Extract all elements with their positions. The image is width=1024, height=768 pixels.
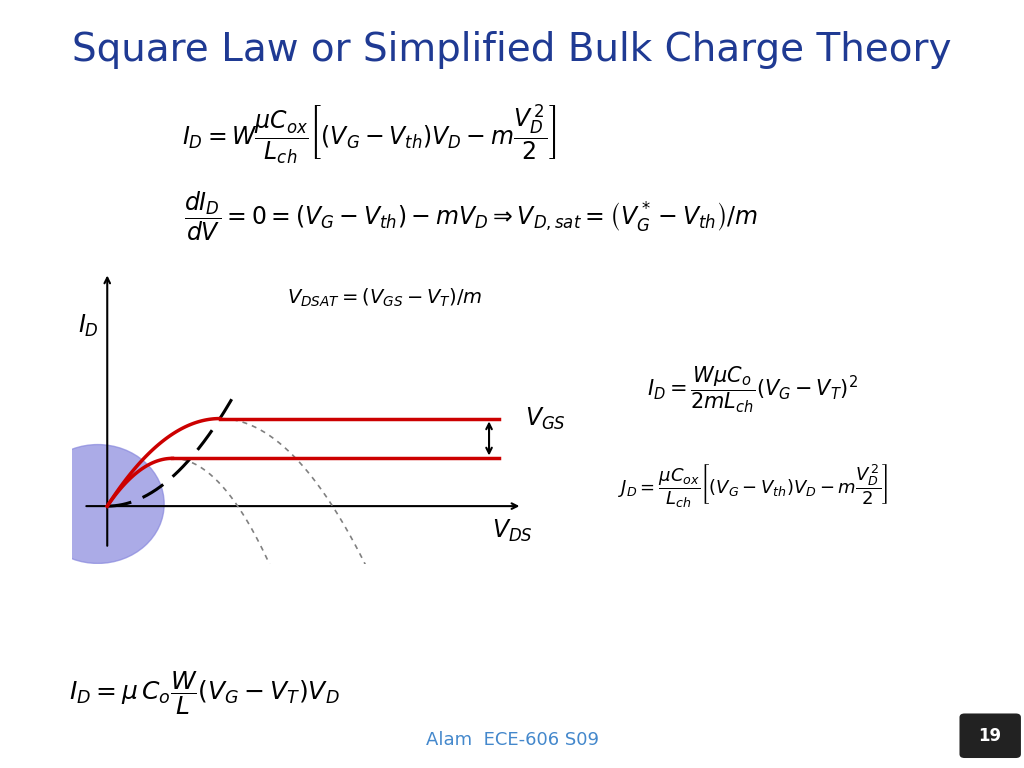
- Text: Alam  ECE-606 S09: Alam ECE-606 S09: [426, 731, 598, 750]
- Text: $\dfrac{dI_D}{dV} = 0 = (V_G - V_{th}) - mV_D \Rightarrow V_{D,sat} = \left(V_G^: $\dfrac{dI_D}{dV} = 0 = (V_G - V_{th}) -…: [184, 190, 758, 243]
- Circle shape: [32, 445, 164, 564]
- FancyBboxPatch shape: [959, 713, 1021, 758]
- Text: $V_{DSAT} = (V_{GS} - V_T)/ m$: $V_{DSAT} = (V_{GS} - V_T)/ m$: [287, 286, 482, 310]
- Text: $I_D$: $I_D$: [78, 313, 98, 339]
- Text: $I_D = W\dfrac{\mu C_{ox}}{L_{ch}}\left[(V_G - V_{th})V_D - m\dfrac{V_D^{\,2}}{2: $I_D = W\dfrac{\mu C_{ox}}{L_{ch}}\left[…: [181, 102, 556, 167]
- Text: $I_D = \dfrac{W\mu C_o}{2mL_{ch}}(V_G - V_T)^2$: $I_D = \dfrac{W\mu C_o}{2mL_{ch}}(V_G - …: [647, 365, 858, 415]
- Text: $I_D = \mu\, C_o\dfrac{W}{L}(V_G - V_T)V_D$: $I_D = \mu\, C_o\dfrac{W}{L}(V_G - V_T)V…: [70, 669, 340, 717]
- Text: Square Law or Simplified Bulk Charge Theory: Square Law or Simplified Bulk Charge The…: [73, 31, 951, 69]
- Text: 19: 19: [979, 727, 1001, 745]
- Text: $V_{GS}$: $V_{GS}$: [525, 406, 566, 432]
- Text: $V_{DS}$: $V_{DS}$: [493, 518, 534, 545]
- Text: $J_D = \dfrac{\mu C_{ox}}{L_{ch}}\left[(V_G - V_{th})V_D - m\dfrac{V_D^{\,2}}{2}: $J_D = \dfrac{\mu C_{ox}}{L_{ch}}\left[(…: [617, 462, 888, 509]
